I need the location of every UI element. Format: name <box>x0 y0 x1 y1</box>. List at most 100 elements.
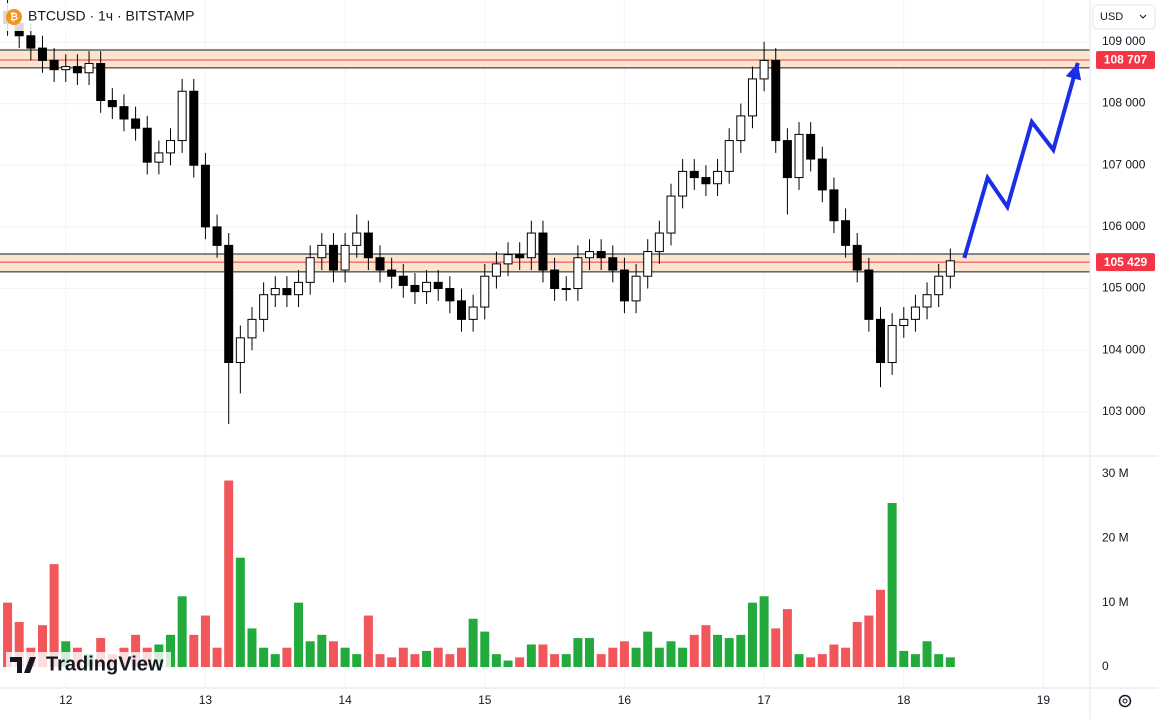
candle-body <box>72 66 82 74</box>
currency-label[interactable]: USD <box>1100 11 1123 23</box>
volume-bar <box>515 657 525 667</box>
candle-body <box>561 288 571 291</box>
volume-bar <box>934 654 944 667</box>
candle-body <box>654 232 664 253</box>
candle-body <box>573 257 583 290</box>
candle-body <box>119 106 129 120</box>
volume-bar <box>363 615 373 667</box>
legend-bg <box>0 3 200 31</box>
x-tick-label: 16 <box>618 693 632 707</box>
logo-bg <box>6 652 171 678</box>
candle-body <box>631 275 641 302</box>
volume-bar <box>433 647 443 667</box>
volume-bar <box>736 634 746 667</box>
volume-bar <box>747 602 757 667</box>
dropdown-chevron <box>1139 14 1147 19</box>
volume-bar <box>875 589 885 667</box>
volume-bar <box>398 647 408 667</box>
symbol-legend: BTCUSD · 1ч · BITSTAMP <box>28 8 195 24</box>
x-tick-label: 19 <box>1037 693 1051 707</box>
candle-body <box>608 257 618 271</box>
volume-bar <box>899 650 909 667</box>
volume-bar <box>643 631 653 667</box>
candle-body <box>410 284 420 293</box>
candle-body <box>910 306 920 320</box>
volume-bar <box>538 644 548 667</box>
candle-body <box>468 306 478 320</box>
volume-bar <box>37 625 47 667</box>
volume-bar <box>922 641 932 667</box>
candle-body <box>445 288 455 302</box>
candle-body <box>26 35 36 49</box>
volume-bar <box>491 654 501 667</box>
volume-bar <box>131 634 141 667</box>
volume-bar <box>666 641 676 667</box>
volume-bar <box>771 628 781 667</box>
volume-bar <box>14 621 24 667</box>
plot <box>3 0 1082 667</box>
volume-bar <box>503 660 513 667</box>
candle-body <box>503 254 513 265</box>
level-band <box>0 49 1090 68</box>
coin-icon-glyph: ₿ <box>10 11 18 23</box>
candle-body <box>526 232 536 259</box>
volume-bar <box>166 634 176 667</box>
candle-body <box>515 254 525 259</box>
candle-body <box>666 195 676 234</box>
volume-bar <box>422 650 432 667</box>
level-label-box <box>1096 50 1155 69</box>
volume-tick-label: 20 M <box>1102 531 1129 545</box>
volume-bar <box>189 634 199 667</box>
candle-body <box>363 232 373 259</box>
candle-body <box>864 269 874 320</box>
y-tick-label: 109 000 <box>1102 34 1146 48</box>
candle-body <box>899 318 909 327</box>
candle-body <box>282 288 292 296</box>
x-tick-label: 18 <box>897 693 911 707</box>
volume-bar <box>561 654 571 667</box>
volume-bar <box>212 647 222 667</box>
candle-body <box>759 59 769 80</box>
candle-body <box>619 269 629 302</box>
volume-bar <box>852 621 862 667</box>
level-label-box <box>1096 253 1155 272</box>
candle-body <box>794 133 804 179</box>
candle-body <box>806 133 816 160</box>
candle-body <box>177 90 187 142</box>
coin-icon <box>6 9 22 25</box>
candle-body <box>550 269 560 290</box>
candle-body <box>480 275 490 308</box>
candle-body <box>596 251 606 259</box>
volume-bar <box>678 647 688 667</box>
volume-bar <box>49 564 59 667</box>
volume-tick-label: 10 M <box>1102 595 1129 609</box>
candle-body <box>491 263 501 277</box>
volume-bar <box>608 647 618 667</box>
volume-bar <box>352 654 362 667</box>
volume-bar <box>235 557 245 667</box>
candle-body <box>771 59 781 142</box>
candle-body <box>678 170 688 197</box>
volume-bar <box>910 654 920 667</box>
candle-body <box>270 288 280 296</box>
candle-body <box>340 244 350 271</box>
candle-body <box>585 251 595 259</box>
logo-mark <box>10 657 36 673</box>
volume-bar <box>701 625 711 667</box>
x-tick-label: 12 <box>59 693 73 707</box>
candle-body <box>689 170 699 179</box>
volume-bar <box>631 647 641 667</box>
candle-body <box>538 232 548 271</box>
volume-tick-label: 0 <box>1102 659 1109 673</box>
volume-bar <box>468 618 478 667</box>
currency-dropdown[interactable] <box>1092 4 1156 30</box>
volume-bar <box>713 634 723 667</box>
settings-icon[interactable] <box>1118 694 1132 708</box>
volume-bar <box>200 615 210 667</box>
settings-icon-center <box>1122 698 1128 704</box>
candle-body <box>317 244 327 259</box>
volume-tick-label: 30 M <box>1102 466 1129 480</box>
candle-body <box>387 269 397 277</box>
logo: TradingView <box>6 652 171 678</box>
